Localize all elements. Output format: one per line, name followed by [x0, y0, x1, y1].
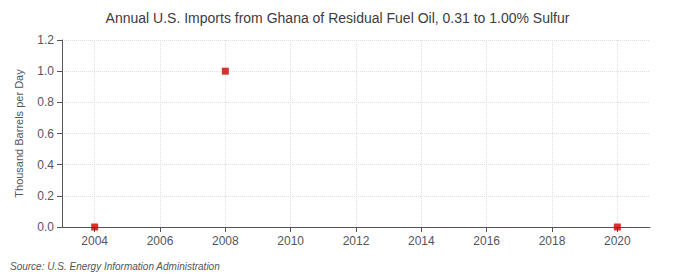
svg-text:2012: 2012	[343, 234, 370, 248]
svg-text:Source: U.S. Energy Informatio: Source: U.S. Energy Information Administ…	[10, 261, 220, 272]
svg-text:0.6: 0.6	[37, 127, 54, 141]
svg-text:Thousand Barrels per Day: Thousand Barrels per Day	[13, 69, 25, 198]
svg-text:1.2: 1.2	[37, 33, 54, 47]
svg-text:2016: 2016	[473, 234, 500, 248]
svg-text:0.0: 0.0	[37, 220, 54, 234]
svg-text:2004: 2004	[81, 234, 108, 248]
svg-text:0.2: 0.2	[37, 189, 54, 203]
svg-text:2010: 2010	[277, 234, 304, 248]
svg-text:2006: 2006	[147, 234, 174, 248]
svg-text:Annual U.S. Imports from Ghana: Annual U.S. Imports from Ghana of Residu…	[106, 10, 570, 26]
svg-text:2020: 2020	[604, 234, 631, 248]
svg-text:0.4: 0.4	[37, 158, 54, 172]
svg-text:0.8: 0.8	[37, 95, 54, 109]
svg-text:1.0: 1.0	[37, 64, 54, 78]
svg-text:2014: 2014	[408, 234, 435, 248]
svg-text:2008: 2008	[212, 234, 239, 248]
svg-text:2018: 2018	[539, 234, 566, 248]
